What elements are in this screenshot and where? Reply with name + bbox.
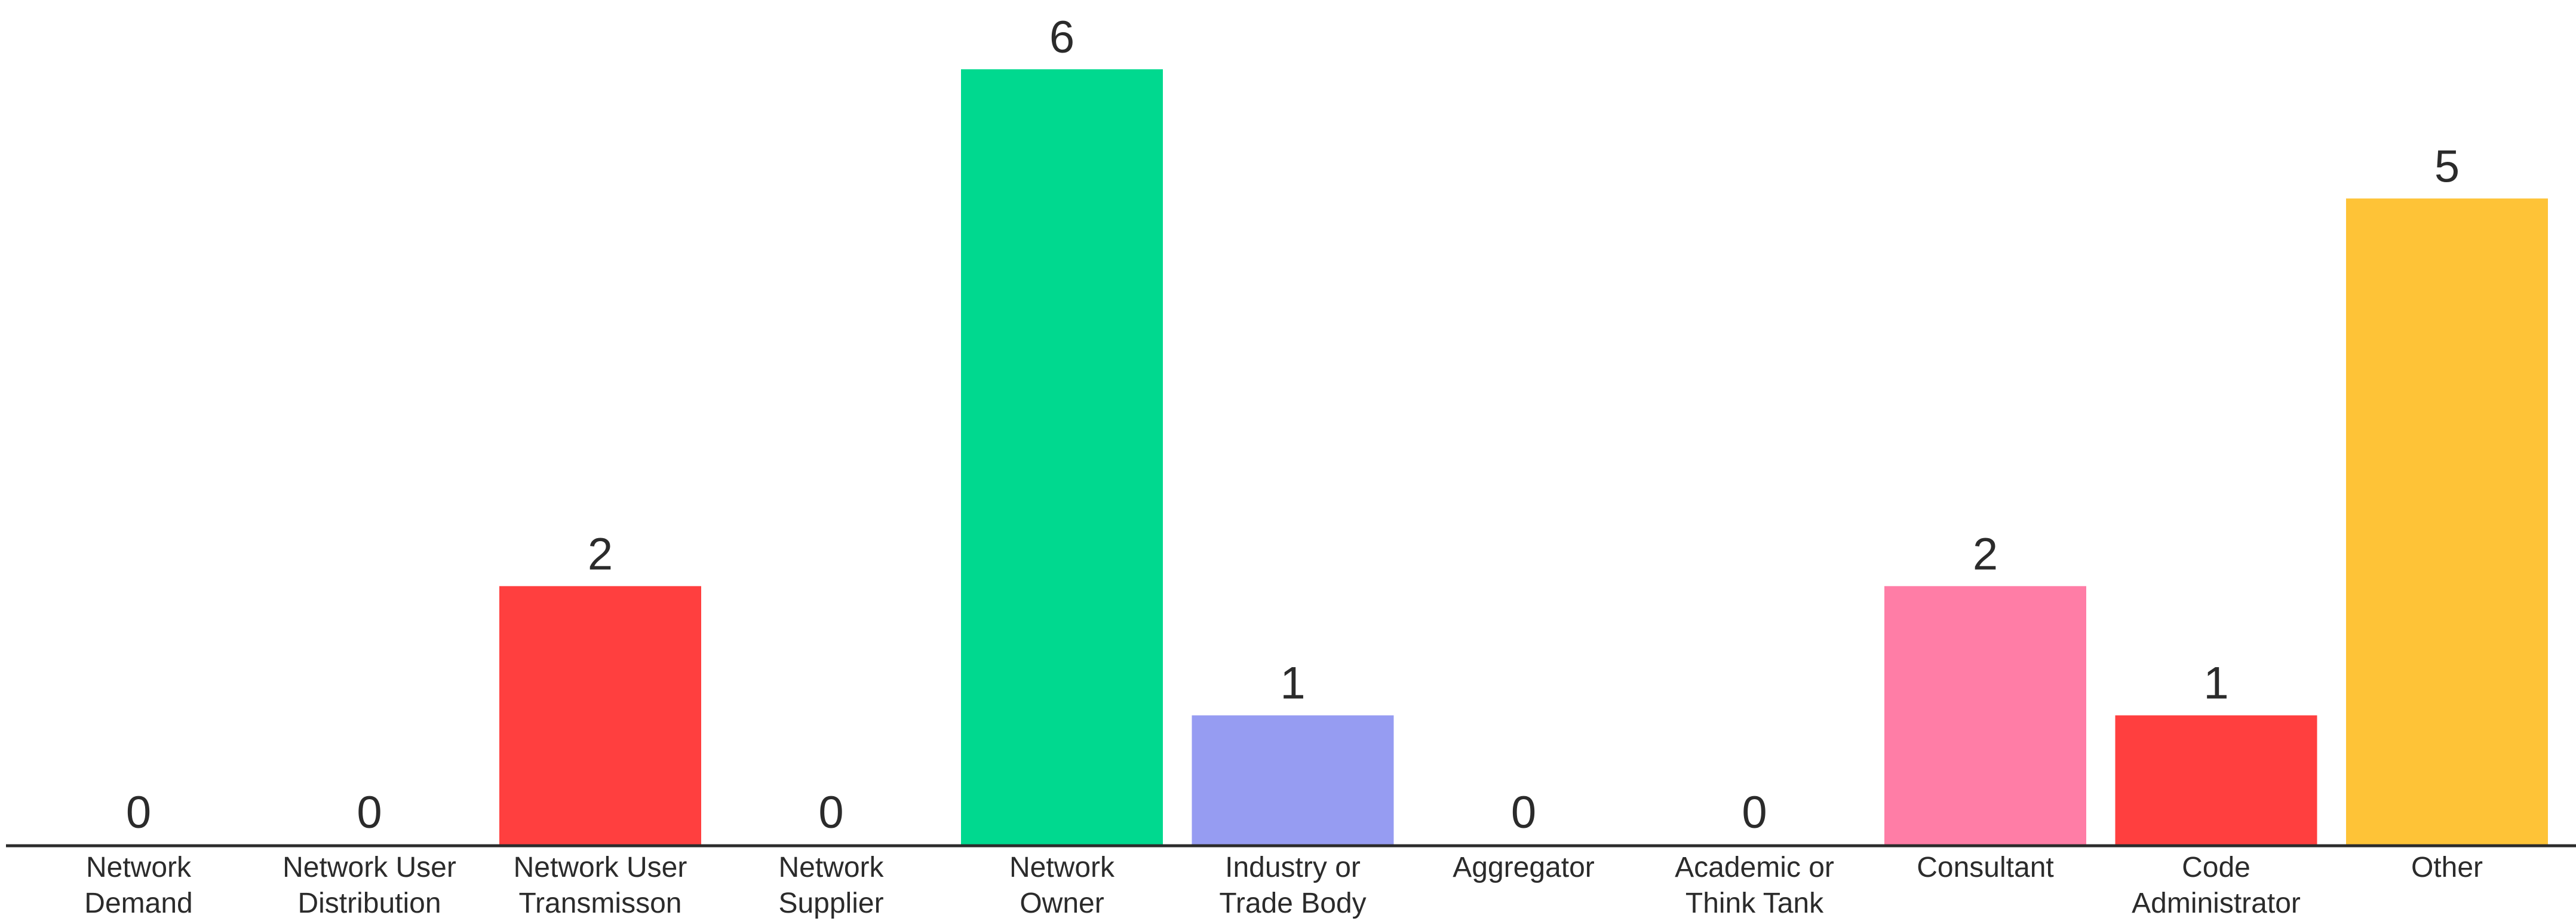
category-label-line: Owner <box>1020 888 1104 919</box>
category-label-line: Other <box>2411 852 2483 883</box>
bar <box>1884 586 2086 845</box>
value-label: 1 <box>2203 658 2228 709</box>
category-label-line: Network <box>1009 852 1115 883</box>
category-label: Network Supplier <box>778 852 884 919</box>
category-label: Network Demand <box>84 852 192 919</box>
value-labels-layer: 0 0 2 0 6 1 0 0 2 1 5 <box>126 12 2460 838</box>
category-label: Network Owner <box>1009 852 1115 919</box>
value-label: 0 <box>1742 787 1767 838</box>
category-label-line: Network <box>778 852 884 883</box>
category-label-line: Network User <box>283 852 456 883</box>
category-label: Consultant <box>1917 852 2053 883</box>
category-label: Network User Transmisson <box>514 852 687 919</box>
bar <box>2346 198 2548 845</box>
category-label-line: Trade Body <box>1219 888 1366 919</box>
category-label-line: Code <box>2182 852 2250 883</box>
category-label-line: Supplier <box>778 888 883 919</box>
category-label-line: Aggregator <box>1453 852 1595 883</box>
bar <box>1192 715 1394 845</box>
category-label: Industry or Trade Body <box>1219 852 1366 919</box>
value-label: 0 <box>357 787 382 838</box>
value-label: 2 <box>588 529 613 579</box>
category-label-line: Demand <box>84 888 192 919</box>
category-label-line: Network User <box>514 852 687 883</box>
category-label-line: Industry or <box>1225 852 1361 883</box>
category-label-line: Think Tank <box>1685 888 1824 919</box>
category-label-line: Academic or <box>1675 852 1834 883</box>
value-label: 6 <box>1049 12 1074 63</box>
category-label-line: Distribution <box>297 888 441 919</box>
bar <box>961 69 1163 845</box>
category-label: Other <box>2411 852 2483 883</box>
category-label: Aggregator <box>1453 852 1595 883</box>
bar <box>2115 715 2317 845</box>
category-label: Network User Distribution <box>283 852 456 919</box>
category-label-line: Consultant <box>1917 852 2053 883</box>
value-label: 0 <box>126 787 151 838</box>
category-label-line: Network <box>86 852 192 883</box>
category-label-line: Administrator <box>2132 888 2301 919</box>
value-label: 0 <box>1511 787 1536 838</box>
category-label: Code Administrator <box>2132 852 2301 919</box>
value-label: 5 <box>2434 141 2460 192</box>
value-label: 1 <box>1280 658 1305 709</box>
bars-layer <box>499 69 2548 845</box>
category-label-line: Transmisson <box>519 888 682 919</box>
bar <box>499 586 701 845</box>
category-label: Academic or Think Tank <box>1675 852 1834 919</box>
value-label: 2 <box>1973 529 1998 579</box>
value-label: 0 <box>818 787 843 838</box>
